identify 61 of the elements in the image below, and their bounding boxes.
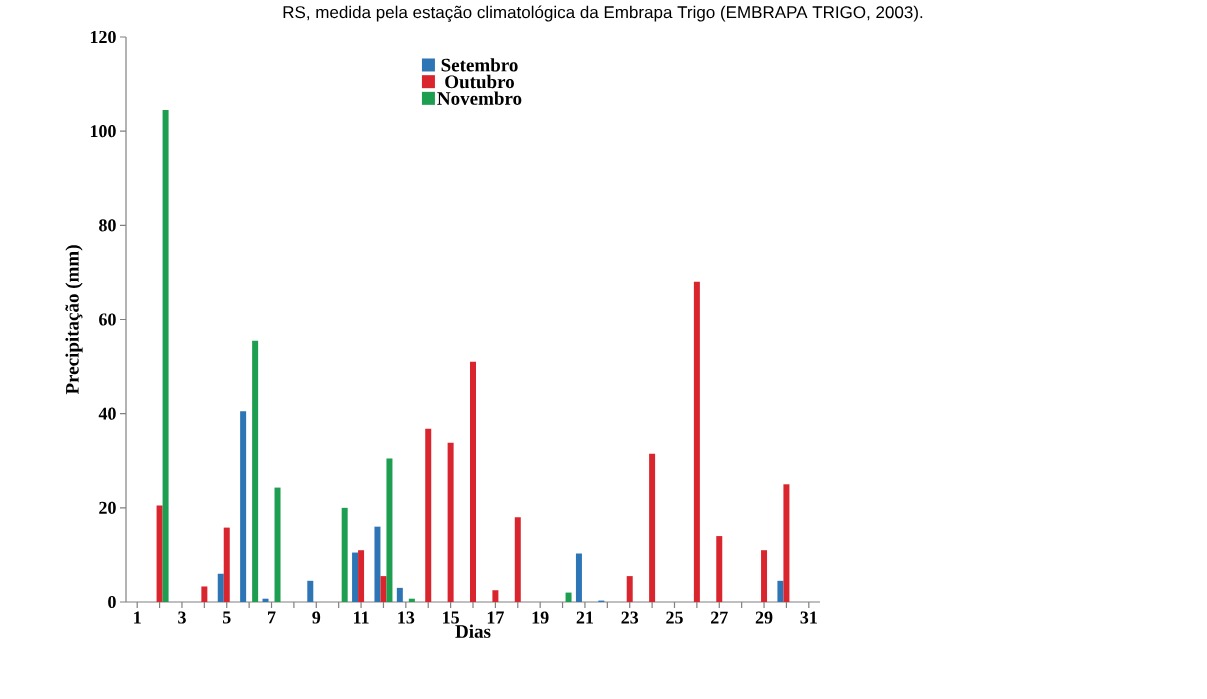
bar <box>162 109 169 602</box>
bar <box>408 598 415 602</box>
bar <box>492 590 499 602</box>
bar <box>447 442 454 602</box>
bar <box>626 576 633 602</box>
x-tick-label: 15 <box>443 611 459 624</box>
bar <box>783 484 790 602</box>
legend-label: Setembro <box>441 58 518 72</box>
y-tick-label: 0 <box>108 595 116 609</box>
y-tick-label: 60 <box>99 313 116 326</box>
x-tick-label: 27 <box>711 611 728 624</box>
x-tick-label: 17 <box>487 611 504 624</box>
legend-label: Novembro <box>437 91 522 105</box>
bar <box>223 527 230 602</box>
x-tick-label: 29 <box>755 611 773 624</box>
bar <box>380 576 387 602</box>
bar <box>514 517 521 602</box>
legend-label: Outubro <box>445 74 514 89</box>
x-tick-label: 31 <box>800 611 817 624</box>
bar <box>341 507 348 602</box>
x-tick-label: 11 <box>354 611 369 624</box>
bar <box>252 340 259 602</box>
x-tick-label: 25 <box>666 611 683 624</box>
bar <box>716 536 723 602</box>
x-axis-title: Dias <box>455 624 491 638</box>
bar <box>156 505 163 602</box>
y-tick-label: 20 <box>99 501 116 514</box>
bar <box>374 526 381 602</box>
bar <box>777 580 784 602</box>
x-tick-label: 5 <box>222 611 231 624</box>
x-tick-label: 13 <box>398 611 415 624</box>
x-tick-label: 7 <box>268 611 276 624</box>
x-tick-label: 9 <box>312 611 321 624</box>
bar <box>240 411 247 602</box>
bar <box>307 580 314 602</box>
bar <box>425 428 432 602</box>
bar <box>761 550 768 602</box>
y-axis-title: Precipitação (mm) <box>65 245 83 395</box>
bar <box>693 281 700 602</box>
x-tick-label: 21 <box>576 611 594 624</box>
bar <box>358 550 365 602</box>
bar <box>565 592 572 602</box>
bar <box>575 553 582 602</box>
x-tick-label: 19 <box>532 611 549 624</box>
bar <box>386 458 393 602</box>
bar <box>649 453 656 602</box>
y-tick-label: 80 <box>99 219 116 232</box>
x-tick-label: 3 <box>178 611 186 624</box>
bar <box>262 598 269 602</box>
x-tick-label: 1 <box>134 611 141 624</box>
bar <box>217 573 224 602</box>
bar <box>274 487 281 602</box>
bar <box>352 552 359 602</box>
x-tick-label: 23 <box>621 611 639 624</box>
bar <box>470 361 477 602</box>
text: RS, medida pela estação climatológica da Embrapa Trigo (EMBRAPA TRIGO, 2003). <box>283 5 923 22</box>
bar <box>396 587 403 602</box>
y-tick-label: 120 <box>90 30 116 44</box>
y-tick-label: 40 <box>98 407 116 420</box>
bar <box>201 586 208 602</box>
y-tick-label: 100 <box>90 125 116 138</box>
